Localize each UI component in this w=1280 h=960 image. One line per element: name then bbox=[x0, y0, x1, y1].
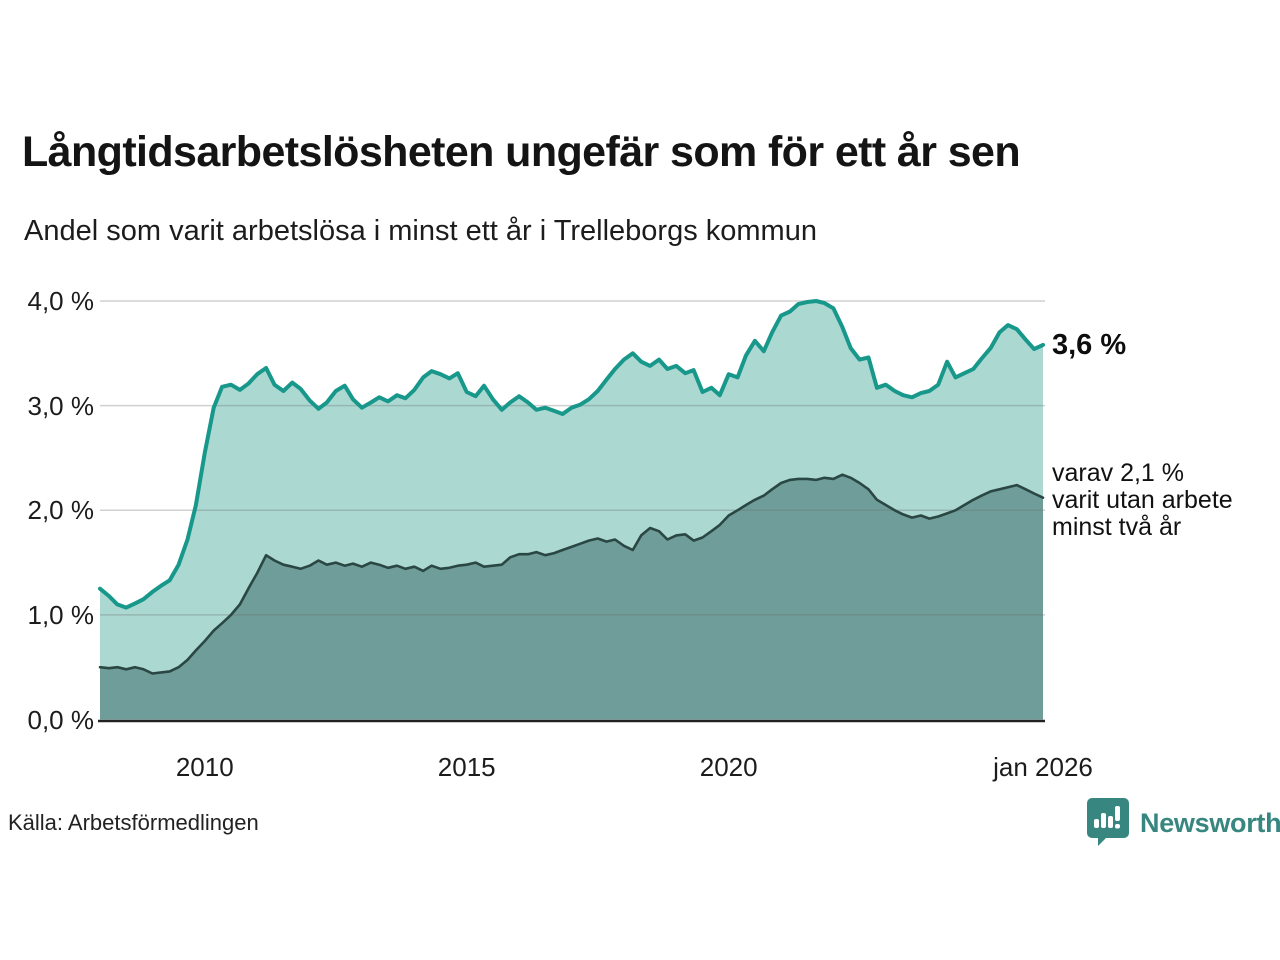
secondary-annotation-line1: varav 2,1 % bbox=[1052, 459, 1185, 487]
x-tick-label-jan-2026: jan 2026 bbox=[993, 752, 1093, 782]
line-secondary bbox=[98, 473, 1045, 675]
x-tick-label-2015: 2015 bbox=[437, 752, 496, 782]
area-fill-secondary bbox=[100, 474, 1043, 720]
x-tick-label-2020: 2020 bbox=[699, 752, 758, 782]
y-tick-label-0: 0,0 % bbox=[27, 704, 95, 735]
page-title: Långtidsarbetslösheten ungefär som för e… bbox=[22, 128, 1021, 176]
secondary-annotation-line3: minst två år bbox=[1052, 513, 1182, 541]
secondary-value-annotation: varav 2,1 % varit utan arbete minst två … bbox=[1052, 460, 1233, 541]
y-tick-label-2: 2,0 % bbox=[27, 495, 95, 526]
brand-wordmark: Newsworthy bbox=[1140, 807, 1280, 838]
y-tick-label-3: 3,0 % bbox=[27, 390, 95, 421]
total-value-annotation: 3,6 % bbox=[1052, 329, 1127, 361]
x-tick-label-2010: 2010 bbox=[175, 752, 234, 782]
brand-logo: Newsworthy bbox=[1086, 797, 1280, 847]
y-tick-label-1: 1,0 % bbox=[27, 599, 95, 630]
secondary-annotation-line2: varit utan arbete bbox=[1052, 486, 1233, 514]
line-total bbox=[98, 299, 1045, 610]
page-subtitle: Andel som varit arbetslösa i minst ett å… bbox=[24, 215, 817, 247]
source-credit: Källa: Arbetsförmedlingen bbox=[8, 810, 259, 835]
y-tick-label-4: 4,0 % bbox=[27, 286, 95, 316]
newsworthy-bubble-bar-chart-icon bbox=[1087, 798, 1129, 846]
